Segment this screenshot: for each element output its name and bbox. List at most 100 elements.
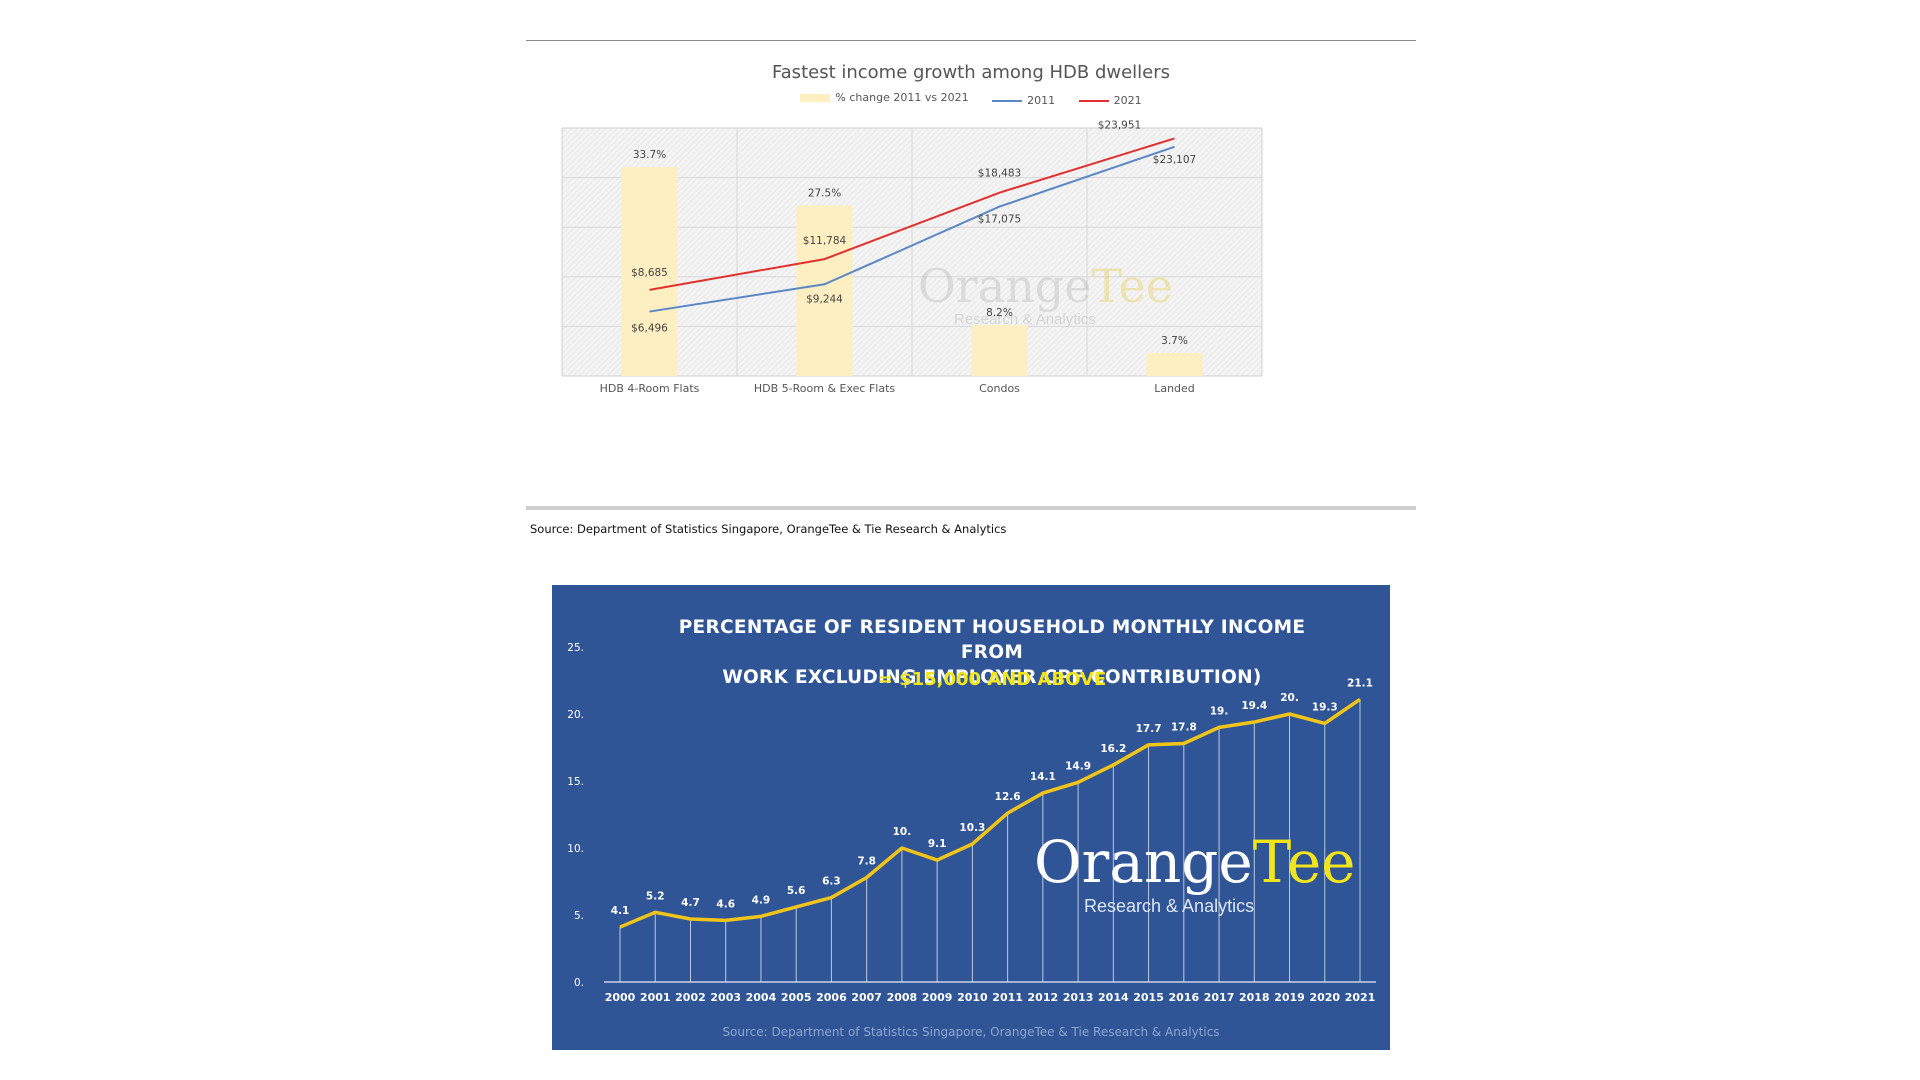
- x-tick-label: Condos: [979, 382, 1020, 395]
- legend-item-2011: 2011: [992, 94, 1055, 107]
- legend-label-bar: % change 2011 vs 2021: [835, 91, 969, 104]
- x-tick-label: 2020: [1309, 991, 1340, 1004]
- income-line: [619, 697, 1361, 929]
- x-tick-label: 2010: [957, 991, 988, 1004]
- bar-data-label: 8.2%: [986, 307, 1013, 319]
- data-label: 7.8: [857, 855, 876, 867]
- top-chart-title: Fastest income growth among HDB dwellers: [771, 62, 1171, 83]
- logo-brand-b: Tee: [1252, 828, 1356, 896]
- data-label: 12.6: [995, 791, 1021, 803]
- top-chart: Fastest income growth among HDB dwellers…: [526, 38, 1416, 518]
- data-label: 9.1: [928, 838, 947, 850]
- x-tick-label: HDB 5-Room & Exec Flats: [754, 382, 896, 395]
- x-tick-label: 2015: [1133, 991, 1164, 1004]
- data-label: 21.1: [1347, 677, 1373, 689]
- data-label: 19.4: [1241, 700, 1267, 712]
- line-2021-data-label: $23,951: [1098, 119, 1141, 131]
- x-tick-label: 2007: [851, 991, 882, 1004]
- data-label: 4.6: [716, 898, 735, 910]
- logo-brand-b: Tee: [1091, 259, 1173, 313]
- top-chart-legend: % change 2011 vs 2021 2011 2021: [526, 91, 1416, 107]
- data-label: 19.: [1210, 705, 1229, 717]
- top-divider: [526, 40, 1416, 41]
- data-label: 5.6: [787, 885, 806, 897]
- top-chart-plot: 33.7% 27.5% 8.2% 3.7% $6,496 $9,244 $17,075 $23…: [561, 119, 1263, 395]
- x-tick-label: 2008: [887, 991, 918, 1004]
- x-tick-label: 2017: [1204, 991, 1235, 1004]
- y-tick-label: 25.: [567, 642, 584, 654]
- logo-tagline: Research & Analytics: [1084, 896, 1255, 916]
- line-2011-data-label: $23,107: [1153, 154, 1196, 166]
- x-tick-label: 2014: [1098, 991, 1129, 1004]
- line-2011-data-label: $9,244: [806, 293, 843, 305]
- data-label: 4.7: [681, 897, 700, 909]
- x-tick-label: 2001: [640, 991, 671, 1004]
- line-2021-data-label: $18,483: [978, 168, 1021, 180]
- top-divider-bottom: [526, 506, 1416, 510]
- bar-hdb-5-room-exec-flats: [796, 205, 853, 376]
- x-tick-label: 2021: [1345, 991, 1376, 1004]
- x-tick-label: 2002: [675, 991, 706, 1004]
- logo-tagline: Research & Analytics: [954, 311, 1096, 328]
- line-2011-data-label: $6,496: [631, 323, 668, 335]
- line-2011: [649, 145, 1175, 313]
- y-tick-label: 15.: [567, 776, 584, 788]
- legend-swatch-2021: [1078, 99, 1109, 102]
- bottom-chart-subtitle: = $15,000 AND ABOVE: [877, 669, 1107, 690]
- data-label: 17.7: [1136, 723, 1162, 735]
- legend-item-2021: 2021: [1078, 94, 1142, 107]
- x-tick-label: 2000: [605, 991, 636, 1004]
- line-2021: [649, 137, 1175, 291]
- data-label: 6.3: [822, 876, 841, 888]
- data-label: 4.1: [611, 905, 630, 917]
- x-tick-label: 2003: [710, 991, 741, 1004]
- x-tick-label: 2006: [816, 991, 847, 1004]
- bottom-logo: OrangeTee Research & Analytics: [1034, 828, 1356, 917]
- x-tick-label: 2005: [781, 991, 812, 1004]
- legend-swatch-2011: [992, 99, 1023, 102]
- bar-landed: [1146, 353, 1203, 376]
- y-tick-label: 5.: [574, 910, 584, 922]
- bar-data-label: 33.7%: [633, 149, 666, 161]
- x-tick-label: 2009: [922, 991, 953, 1004]
- x-tick-label: 2016: [1168, 991, 1199, 1004]
- legend-label-2021: 2021: [1113, 94, 1142, 107]
- data-label: 5.2: [646, 890, 665, 902]
- data-label: 16.2: [1100, 743, 1126, 755]
- line-2011-data-label: $17,075: [978, 214, 1021, 226]
- data-label: 20.: [1280, 692, 1299, 704]
- x-tick-label: 2011: [992, 991, 1023, 1004]
- bar-data-label: 27.5%: [808, 188, 841, 200]
- bottom-chart-plot: 0. 5. 10. 15. 20. 25. 4.1 5.2 4.7 4.6 4.9 5.6 6.3 7.8…: [567, 642, 1376, 1004]
- x-tick-label: Landed: [1154, 382, 1195, 395]
- bar-hdb-4-room-flats: [621, 167, 678, 376]
- x-tick-label: 2018: [1239, 991, 1270, 1004]
- bottom-chart-title: PERCENTAGE OF RESIDENT HOUSEHOLD MONTHLY…: [652, 615, 1332, 690]
- data-label: 10.: [893, 826, 912, 838]
- logo-brand-a: Orange: [1034, 828, 1253, 896]
- legend-label-2011: 2011: [1027, 94, 1056, 107]
- data-label: 14.9: [1065, 760, 1091, 772]
- logo-brand-a: Orange: [918, 259, 1092, 313]
- data-label: 17.8: [1171, 721, 1197, 733]
- bottom-chart-source: Source: Department of Statistics Singapo…: [722, 1025, 1220, 1039]
- y-tick-label: 10.: [567, 843, 584, 855]
- x-tick-label: 2004: [746, 991, 777, 1004]
- y-tick-label: 0.: [574, 977, 584, 989]
- top-watermark-logo: OrangeTee Research & Analytics: [918, 261, 1178, 328]
- x-tick-label: 2019: [1274, 991, 1305, 1004]
- data-label: 14.1: [1030, 771, 1056, 783]
- x-tick-label: HDB 4-Room Flats: [600, 382, 700, 395]
- line-2021-data-label: $11,784: [803, 235, 847, 247]
- data-label: 4.9: [752, 894, 771, 906]
- data-label: 19.3: [1312, 701, 1338, 713]
- y-tick-label: 20.: [567, 709, 584, 721]
- bar-condos: [971, 325, 1028, 376]
- data-label: 10.3: [959, 822, 985, 834]
- top-chart-source: Source: Department of Statistics Singapo…: [530, 522, 1007, 536]
- bar-data-label: 3.7%: [1161, 335, 1188, 347]
- line-2021-data-label: $8,685: [631, 267, 668, 279]
- x-tick-label: 2013: [1063, 991, 1094, 1004]
- legend-item-bar: % change 2011 vs 2021: [800, 91, 969, 104]
- bottom-title-line1: PERCENTAGE OF RESIDENT HOUSEHOLD MONTHLY…: [678, 617, 1306, 663]
